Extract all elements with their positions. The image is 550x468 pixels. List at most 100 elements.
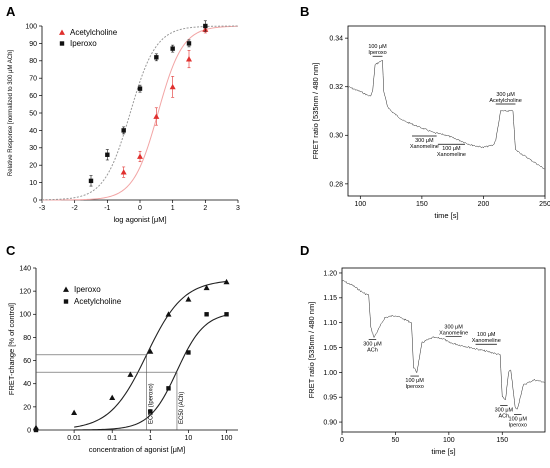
plot-frame [347, 25, 546, 197]
x-tick-label: 0 [138, 205, 142, 212]
x-tick-label: 100 [221, 435, 233, 442]
data-point [169, 83, 176, 90]
application-label: 300 μM [363, 342, 382, 348]
data-point [33, 427, 39, 433]
x-tick-label: 3 [236, 205, 240, 212]
y-tick-label: 0.90 [323, 419, 337, 426]
data-point [203, 23, 208, 29]
y-tick-label: 100 [19, 312, 31, 319]
y-tick-label: 0.30 [329, 133, 343, 140]
application-label: Iperoxo [509, 422, 527, 428]
y-tick-label: 1.20 [323, 270, 337, 277]
data-point [127, 371, 134, 377]
application-label: 100 μM [442, 146, 461, 152]
fit-curve [41, 25, 239, 201]
data-point [121, 128, 126, 133]
legend-label: Acetylcholine [74, 297, 122, 306]
data-point [165, 311, 172, 317]
y-tick-label: 0.34 [329, 36, 343, 43]
fit-curve [74, 314, 227, 431]
x-tick-label: 100 [443, 437, 455, 444]
y-tick-label: 90 [29, 41, 37, 48]
x-axis-title: log agonist [μM] [113, 215, 166, 224]
y-axis-title: FRET ratio [535nm / 480 nm] [311, 63, 320, 160]
application-label: 300 μM [495, 407, 514, 413]
x-tick-label: 100 [354, 201, 366, 208]
y-tick-label: 20 [29, 163, 37, 170]
x-tick-label: 0.1 [107, 435, 117, 442]
application-label: 100 μM [405, 378, 424, 384]
y-tick-label: 1.00 [323, 370, 337, 377]
x-tick-label: -1 [104, 205, 110, 212]
chart-panel-d: 0 50 100 150 0.90 0.95 1.00 1.05 1.10 1.15 1.20 tim… [307, 267, 546, 456]
legend-marker [59, 41, 65, 46]
legend-label: Iperoxo [70, 39, 97, 48]
application-label: 300 μM [415, 138, 434, 144]
application-label: 300 μM [496, 92, 515, 98]
y-tick-label: 1.15 [323, 295, 337, 302]
y-axis-title: FRET ratio [535nm / 480 nm] [307, 302, 316, 399]
y-tick-label: 80 [23, 335, 31, 342]
legend-marker [63, 286, 69, 292]
y-tick-label: 0.32 [329, 84, 343, 91]
application-label: Xanomeline [410, 144, 439, 150]
data-point [224, 312, 229, 317]
data-point [120, 169, 127, 175]
x-tick-label: -3 [39, 205, 45, 212]
application-label: 300 μM [444, 325, 463, 331]
x-tick-label: 150 [416, 201, 428, 208]
x-tick-label: 50 [392, 437, 400, 444]
application-label: 100 μM [477, 332, 496, 338]
x-tick-label: 250 [539, 201, 550, 208]
legend-marker [63, 299, 69, 304]
y-tick-label: 40 [29, 128, 37, 135]
y-tick-label: 60 [23, 358, 31, 365]
data-point [170, 46, 175, 51]
application-label: ACh [499, 413, 510, 419]
data-point [185, 296, 192, 302]
x-axis-title: time [s] [434, 211, 458, 220]
data-point [204, 312, 209, 317]
y-tick-label: 30 [29, 145, 37, 152]
x-tick-label: 2 [203, 205, 207, 212]
y-tick-label: 10 [29, 180, 37, 187]
y-tick-label: 70 [29, 76, 37, 83]
y-tick-label: 0 [27, 427, 31, 434]
y-axis-title: Relative Response [normalized to 300 μM … [8, 50, 14, 177]
data-point [186, 41, 192, 46]
data-point [166, 386, 171, 391]
x-axis-title: time [s] [431, 447, 455, 456]
data-point [105, 152, 110, 157]
y-tick-label: 50 [29, 110, 37, 117]
data-point [148, 409, 153, 414]
application-label: 100 μM [368, 44, 387, 50]
plot-frame [341, 267, 546, 433]
data-point [186, 350, 191, 355]
data-point [137, 153, 143, 159]
data-point [88, 178, 94, 184]
data-point [154, 55, 159, 60]
y-tick-label: 60 [29, 93, 37, 100]
y-tick-label: 40 [23, 381, 31, 388]
application-label: 100 μM [509, 416, 528, 422]
application-label: Iperoxo [405, 384, 423, 390]
data-point [186, 56, 192, 62]
data-point [153, 113, 160, 119]
y-tick-label: 0.95 [323, 395, 337, 402]
panel-letter-d: D [300, 243, 309, 258]
x-tick-label: 1 [148, 435, 152, 442]
y-tick-label: 20 [23, 404, 31, 411]
x-tick-label: 10 [185, 435, 193, 442]
data-point [223, 278, 230, 285]
y-tick-label: 100 [25, 23, 37, 30]
chart-panel-c: 0.01 0.1 1 10 100 0 20 40 60 80 100 120 140 concentra… [7, 265, 238, 454]
y-tick-label: 120 [19, 289, 31, 296]
fret-trace [347, 59, 545, 170]
application-label: Iperoxo [368, 50, 386, 56]
y-tick-label: 1.05 [323, 345, 337, 352]
ec50-label: EC50 (ACh) [179, 392, 185, 424]
panel-letter-c: C [6, 243, 16, 258]
application-label: Acetylcholine [489, 98, 521, 104]
data-point [203, 284, 210, 291]
